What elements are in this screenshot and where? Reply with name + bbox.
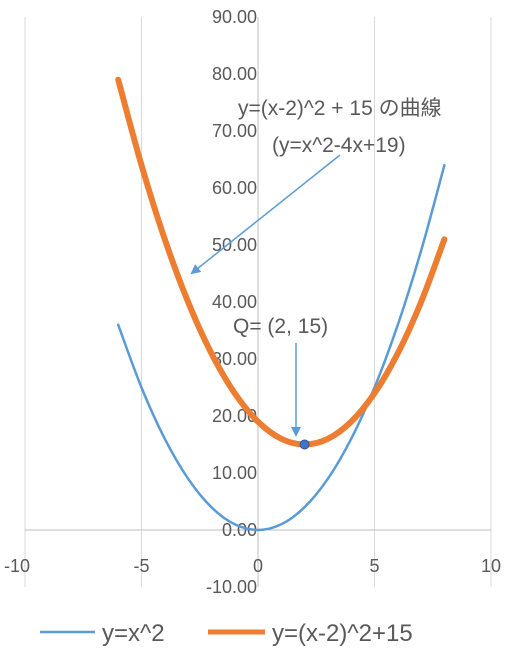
x-tick-labels: -10 -5 0 5 10 bbox=[4, 556, 501, 576]
y-tick-label: 70.00 bbox=[212, 121, 257, 141]
curve-annotation-line1: y=(x-2)^2 + 15 の曲線 bbox=[238, 97, 442, 120]
y-tick-label: 0.00 bbox=[222, 520, 257, 540]
y-tick-label: 90.00 bbox=[212, 7, 257, 27]
x-tick-label: 0 bbox=[253, 556, 263, 576]
y-tick-label: 10.00 bbox=[212, 463, 257, 483]
y-tick-label: 50.00 bbox=[212, 235, 257, 255]
y-tick-labels: -10.000.0010.0020.0030.0040.0050.0060.00… bbox=[206, 7, 257, 597]
legend: y=x^2 y=(x-2)^2+15 bbox=[40, 620, 413, 647]
series-line-1 bbox=[116, 163, 446, 532]
series-line-2 bbox=[115, 76, 448, 448]
series-lines bbox=[115, 76, 448, 532]
y-tick-label: 30.00 bbox=[212, 349, 257, 369]
x-tick-label: -5 bbox=[133, 556, 149, 576]
point-annotation: Q= (2, 15) bbox=[233, 315, 328, 437]
y-tick-label: -10.00 bbox=[206, 577, 257, 597]
curve-annotation: y=(x-2)^2 + 15 の曲線 (y=x^2-4x+19) bbox=[190, 97, 442, 275]
curve-annotation-line2: (y=x^2-4x+19) bbox=[272, 134, 406, 157]
y-tick-label: 60.00 bbox=[212, 178, 257, 198]
point-annotation-label: Q= (2, 15) bbox=[233, 315, 328, 338]
x-tick-label: -10 bbox=[4, 556, 30, 576]
point-q bbox=[299, 439, 310, 450]
curve-annotation-arrow bbox=[190, 154, 341, 275]
legend-label-series-2: y=(x-2)^2+15 bbox=[272, 620, 413, 647]
legend-label-series-1: y=x^2 bbox=[102, 620, 165, 647]
point-q-marker bbox=[299, 439, 310, 450]
y-tick-label: 80.00 bbox=[212, 64, 257, 84]
x-tick-label: 10 bbox=[481, 556, 501, 576]
x-tick-label: 5 bbox=[369, 556, 379, 576]
y-tick-label: 40.00 bbox=[212, 292, 257, 312]
grid-lines bbox=[24, 17, 492, 587]
